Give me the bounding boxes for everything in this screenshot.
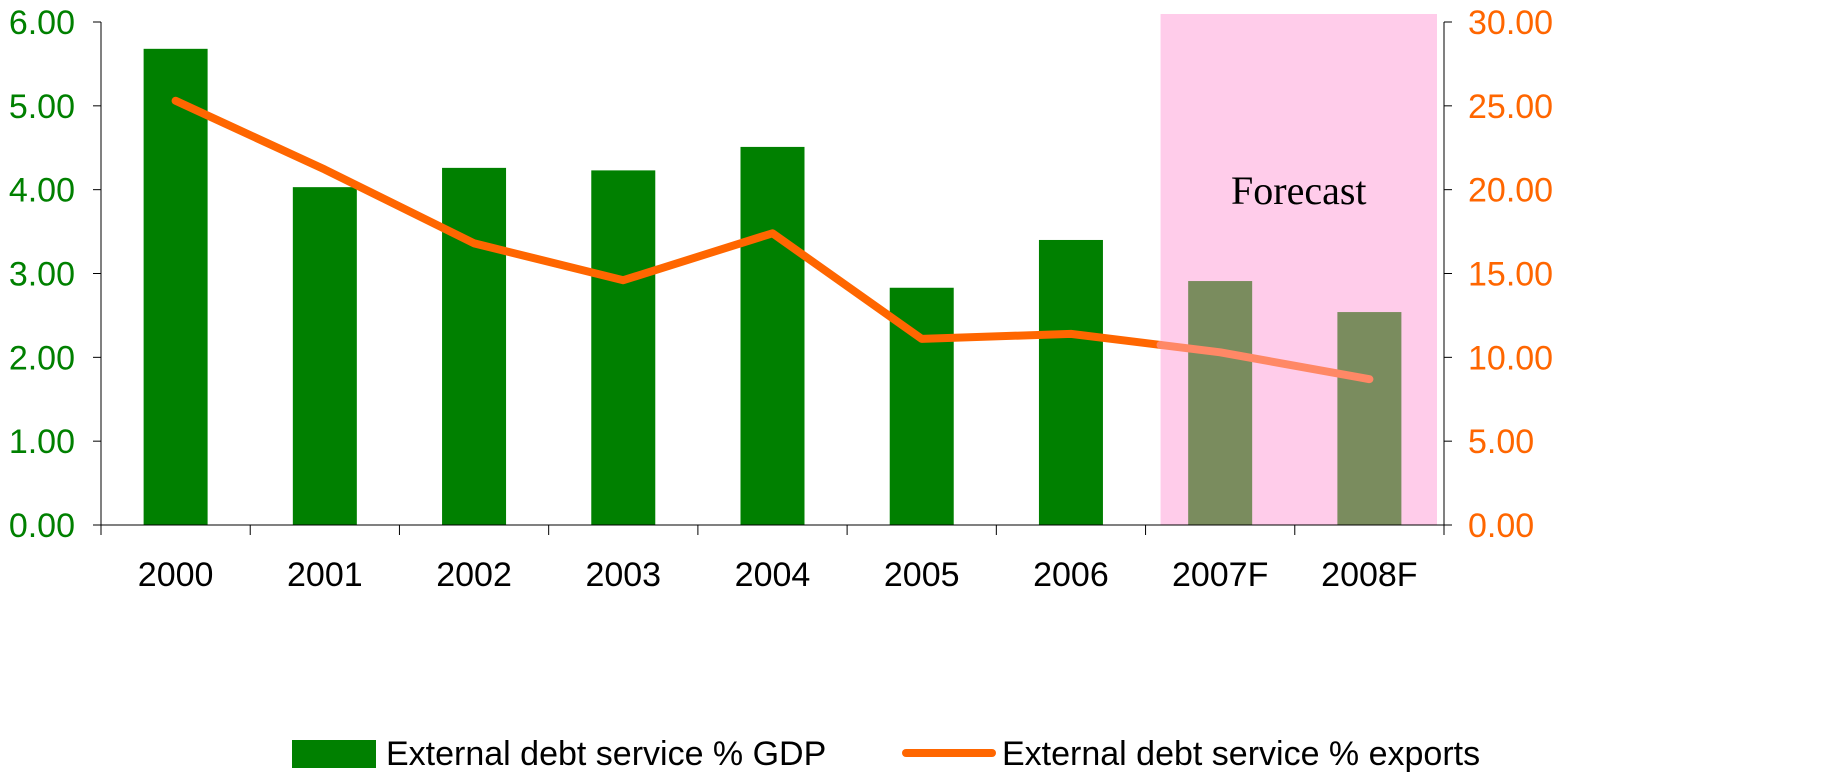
bar-2004	[740, 146, 805, 525]
x-tick-label: 2004	[735, 556, 811, 594]
left-tick-label: 1.00	[9, 423, 75, 461]
series-line-exports-forecast	[1156, 340, 1374, 384]
bar-2003	[591, 170, 656, 525]
legend-swatch-gdp	[292, 740, 376, 768]
left-tick-label: 5.00	[9, 88, 75, 126]
bar-2002	[442, 167, 507, 525]
x-axis-ticks: 2000 2001 2002 2003 2004 2005 2006 2007F 2008F	[138, 556, 1418, 594]
right-tick-label: 30.00	[1468, 4, 1553, 42]
left-tick-label: 3.00	[9, 256, 75, 294]
bar-2006	[1038, 239, 1103, 525]
left-tick-label: 0.00	[9, 507, 75, 545]
bar-2007f	[1188, 281, 1253, 525]
legend: External debt service % GDP External deb…	[292, 735, 1480, 773]
forecast-label: Forecast	[1231, 168, 1367, 213]
right-tick-label: 5.00	[1468, 423, 1534, 461]
x-tick-label: 2002	[436, 556, 512, 594]
x-tick-label: 2001	[287, 556, 363, 594]
left-tick-label: 2.00	[9, 339, 75, 377]
bar-group	[143, 48, 1402, 526]
right-tick-label: 0.00	[1468, 507, 1534, 545]
x-tick-label: 2005	[884, 556, 960, 594]
x-tick-label: 2007F	[1172, 556, 1268, 594]
x-tick-label: 2008F	[1321, 556, 1417, 594]
legend-label-exports: External debt service % exports	[1002, 735, 1480, 773]
x-tick-label: 2006	[1033, 556, 1109, 594]
left-tick-label: 4.00	[9, 172, 75, 210]
right-axis-ticks: 0.00 5.00 10.00 15.00 20.00 25.00 30.00	[1444, 4, 1553, 545]
right-tick-label: 25.00	[1468, 88, 1553, 126]
x-tick-label: 2003	[585, 556, 661, 594]
right-tick-label: 20.00	[1468, 172, 1553, 210]
legend-label-gdp: External debt service % GDP	[386, 735, 826, 773]
left-axis-ticks: 0.00 1.00 2.00 3.00 4.00 5.00 6.00	[9, 4, 101, 545]
bar-2008f	[1337, 312, 1402, 525]
bar-2001	[292, 187, 357, 525]
bar-2000	[143, 48, 208, 526]
left-tick-label: 6.00	[9, 4, 75, 42]
x-tick-label: 2000	[138, 556, 214, 594]
right-tick-label: 10.00	[1468, 339, 1553, 377]
series-line-exports	[171, 96, 1165, 349]
right-tick-label: 15.00	[1468, 256, 1553, 294]
